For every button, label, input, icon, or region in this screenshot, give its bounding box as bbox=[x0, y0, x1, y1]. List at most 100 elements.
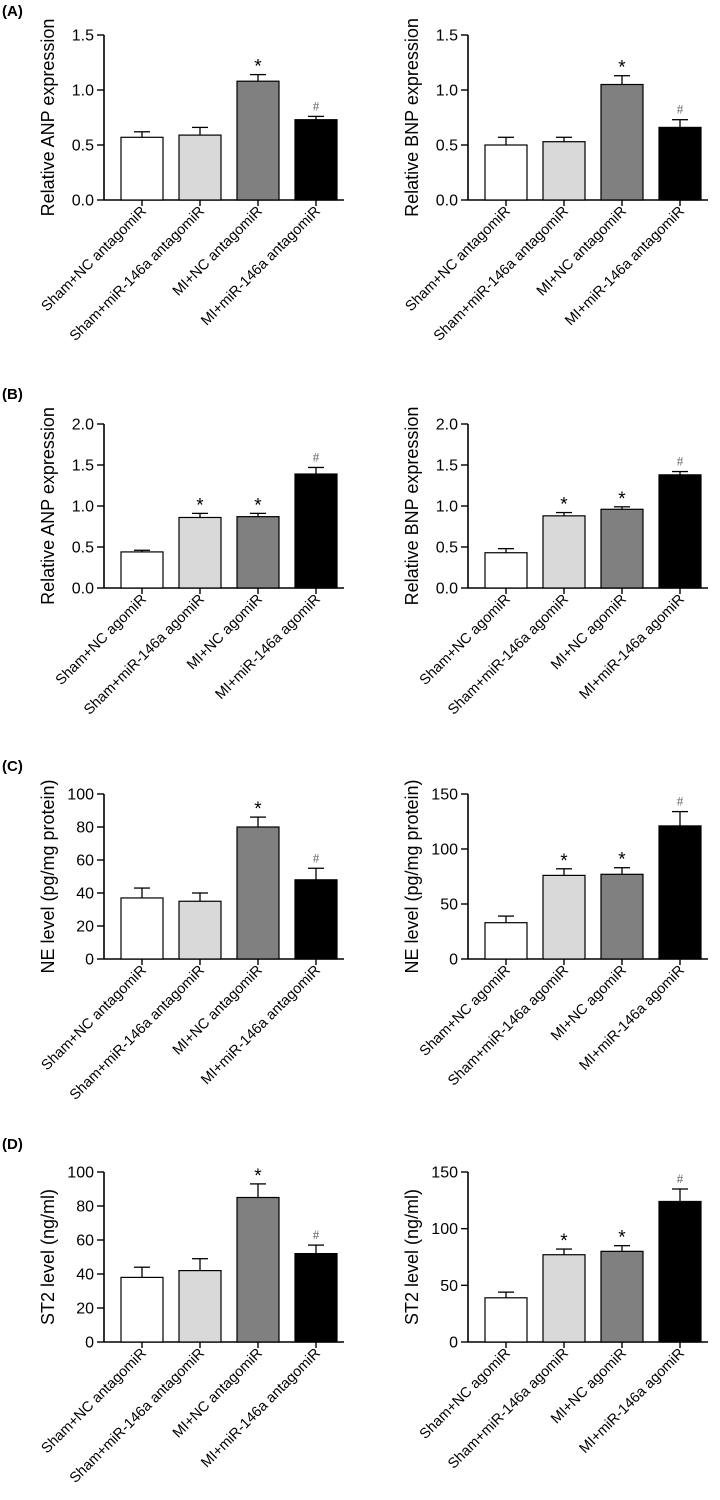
panel-label: (D) bbox=[2, 1136, 23, 1153]
bar bbox=[236, 826, 280, 960]
bar bbox=[542, 874, 586, 960]
y-tick-label: 150 bbox=[431, 787, 458, 804]
significance-star: * bbox=[618, 850, 626, 871]
chart-panel-3: (B) 0.0 0.5 1.0 1.5 2.0 Relative ANP expressio… bbox=[2, 386, 344, 718]
y-axis-title: Relative BNP expression bbox=[402, 407, 422, 606]
y-tick-label: 50 bbox=[440, 1278, 458, 1295]
y-tick-label: 150 bbox=[431, 1165, 458, 1182]
significance-hash: # bbox=[313, 1227, 320, 1242]
bar bbox=[600, 873, 644, 960]
y-tick-label: 40 bbox=[76, 1267, 94, 1284]
x-tick-label: Sham+miR-146a agomiR bbox=[81, 592, 208, 719]
y-axis-title: NE level (pg/mg protein) bbox=[402, 779, 422, 973]
x-tick-label: Sham+NC antagomiR bbox=[38, 204, 149, 315]
bar bbox=[658, 1200, 702, 1343]
y-tick-label: 2.0 bbox=[72, 417, 94, 434]
bar bbox=[658, 474, 702, 589]
x-tick-label: Sham+miR-146a agomiR bbox=[445, 592, 572, 719]
y-tick-label: 80 bbox=[76, 1199, 94, 1216]
significance-hash: # bbox=[313, 98, 320, 113]
y-tick-label: 80 bbox=[76, 820, 94, 837]
significance-hash: # bbox=[677, 794, 684, 809]
y-tick-label: 0.0 bbox=[72, 581, 94, 598]
chart-panel-7: (D) 0 20 40 60 80 100 ST2 level (ng/ml) Sham+NC … bbox=[2, 1136, 344, 1486]
y-axis-title: ST2 level (ng/ml) bbox=[402, 1189, 422, 1325]
x-tick-label: MI+miR-146a agomiR bbox=[577, 963, 688, 1074]
x-tick-label: MI+miR-146a agomiR bbox=[577, 1346, 688, 1457]
bar bbox=[542, 141, 586, 201]
y-tick-label: 0.0 bbox=[72, 193, 94, 210]
y-tick-label: 20 bbox=[76, 919, 94, 936]
bar bbox=[294, 1252, 338, 1343]
y-tick-label: 0.5 bbox=[436, 138, 458, 155]
bar bbox=[294, 473, 338, 589]
y-tick-label: 0.5 bbox=[436, 540, 458, 557]
bar bbox=[236, 1196, 280, 1343]
significance-star: * bbox=[254, 495, 262, 516]
x-tick-label: Sham+miR-146a agomiR bbox=[445, 1346, 572, 1473]
y-axis-title: Relative BNP expression bbox=[402, 18, 422, 217]
bar bbox=[178, 1269, 222, 1343]
bar bbox=[294, 879, 338, 960]
panel-label: (B) bbox=[2, 386, 23, 403]
y-axis-title: Relative ANP expression bbox=[38, 407, 58, 605]
x-tick-label: MI+miR-146a antagomiR bbox=[562, 204, 688, 330]
bar bbox=[120, 136, 164, 201]
y-tick-label: 1.5 bbox=[72, 28, 94, 45]
bar bbox=[120, 1276, 164, 1343]
y-tick-label: 2.0 bbox=[436, 417, 458, 434]
y-tick-label: 40 bbox=[76, 886, 94, 903]
y-tick-label: 100 bbox=[67, 1165, 94, 1182]
y-tick-label: 0.0 bbox=[436, 193, 458, 210]
bar bbox=[178, 516, 222, 589]
significance-hash: # bbox=[677, 102, 684, 117]
significance-star: * bbox=[254, 799, 262, 820]
significance-hash: # bbox=[313, 850, 320, 865]
bar bbox=[484, 922, 528, 960]
y-tick-label: 60 bbox=[76, 853, 94, 870]
chart-panel-1: (A) 0.0 0.5 1.0 1.5 Relative ANP expressionSh… bbox=[2, 3, 344, 344]
significance-star: * bbox=[618, 58, 626, 79]
y-tick-label: 50 bbox=[440, 897, 458, 914]
y-axis-title: ST2 level (ng/ml) bbox=[38, 1189, 58, 1325]
bar bbox=[120, 551, 164, 589]
x-tick-label: MI+miR-146a antagomiR bbox=[198, 204, 324, 330]
x-tick-label: Sham+miR-146a agomiR bbox=[445, 963, 572, 1090]
y-tick-label: 100 bbox=[431, 842, 458, 859]
y-axis-title: NE level (pg/mg protein) bbox=[38, 779, 58, 973]
y-tick-label: 1.0 bbox=[436, 83, 458, 100]
chart-panel-2: 0.0 0.5 1.0 1.5 Relative BNP expressionSham+… bbox=[402, 18, 708, 344]
bar bbox=[178, 900, 222, 960]
y-tick-label: 1.5 bbox=[436, 458, 458, 475]
y-tick-label: 1.0 bbox=[72, 499, 94, 516]
y-tick-label: 0 bbox=[449, 952, 458, 969]
y-tick-label: 0.0 bbox=[436, 581, 458, 598]
y-tick-label: 0.5 bbox=[72, 138, 94, 155]
bar bbox=[236, 80, 280, 201]
bar bbox=[484, 144, 528, 201]
y-axis-title: Relative ANP expression bbox=[38, 19, 58, 217]
bar bbox=[542, 1254, 586, 1343]
significance-star: * bbox=[560, 1231, 568, 1252]
bar bbox=[658, 825, 702, 960]
y-tick-label: 0 bbox=[85, 1335, 94, 1352]
y-tick-label: 100 bbox=[67, 787, 94, 804]
significance-hash: # bbox=[677, 1171, 684, 1186]
significance-star: * bbox=[196, 495, 204, 516]
bar bbox=[294, 119, 338, 201]
x-tick-label: Sham+NC antagomiR bbox=[38, 1346, 149, 1457]
panel-label: (A) bbox=[2, 3, 23, 20]
y-tick-label: 1.0 bbox=[72, 83, 94, 100]
significance-hash: # bbox=[313, 449, 320, 464]
bar bbox=[120, 897, 164, 960]
bar bbox=[600, 1250, 644, 1343]
x-tick-label: Sham+NC antagomiR bbox=[402, 204, 513, 315]
significance-star: * bbox=[560, 851, 568, 872]
bar bbox=[484, 552, 528, 589]
y-tick-label: 0.5 bbox=[72, 540, 94, 557]
y-tick-label: 0 bbox=[85, 952, 94, 969]
y-tick-label: 1.5 bbox=[72, 458, 94, 475]
bar bbox=[236, 516, 280, 589]
significance-star: * bbox=[618, 1228, 626, 1249]
